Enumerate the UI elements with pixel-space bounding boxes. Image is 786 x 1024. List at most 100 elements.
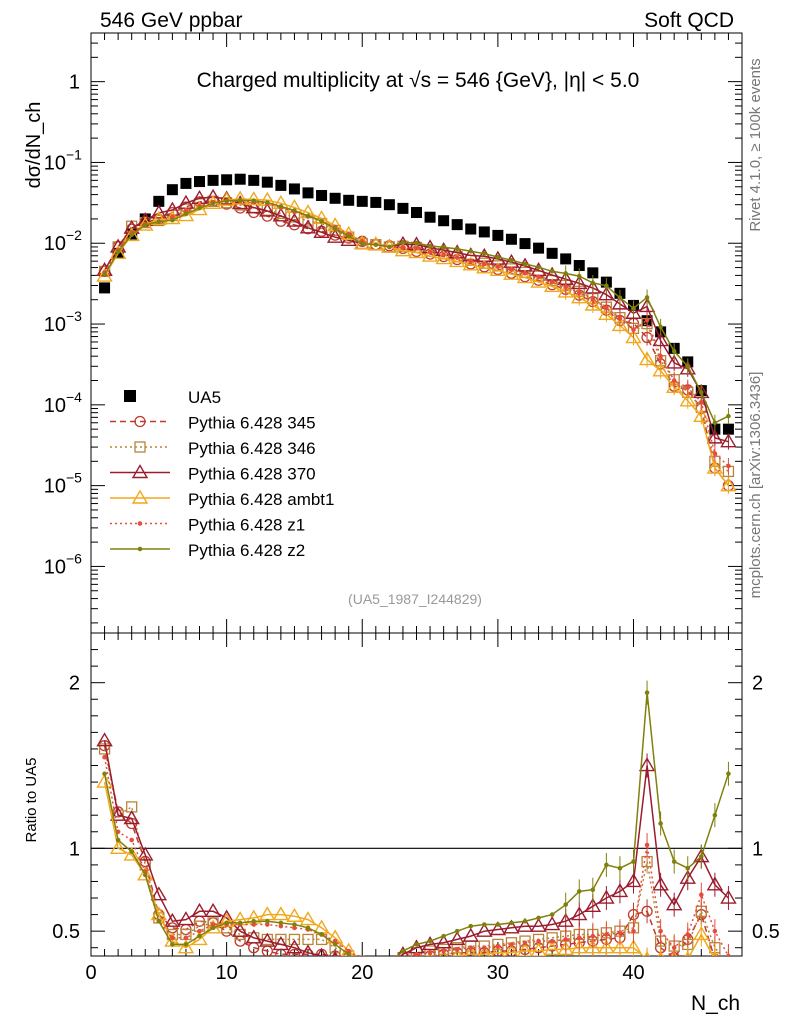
mc-ratio-point xyxy=(402,955,404,956)
mc-point xyxy=(245,199,262,214)
mc-point xyxy=(495,264,501,269)
mc-ratio-point xyxy=(543,940,561,956)
ratio-panel: 0 10 20 30 40 0.5 0.5 1 1 2 2 xyxy=(52,632,780,984)
mc-point xyxy=(224,198,229,204)
mc-ratio-point xyxy=(557,940,574,956)
mc-ratio-point xyxy=(96,732,113,747)
mc-ratio-point xyxy=(191,902,208,917)
y-tick-label-exp: −4 xyxy=(66,389,82,405)
mc-ratio-point xyxy=(183,942,189,947)
mc-ratio-point xyxy=(414,952,419,956)
mc-point xyxy=(400,240,406,245)
mc-point xyxy=(278,204,284,209)
ua5-point xyxy=(316,189,328,201)
mc-point xyxy=(435,250,452,265)
legend-label: Pythia 6.428 370 xyxy=(188,465,316,484)
mc-ratio-point xyxy=(590,933,596,939)
mc-ratio-point xyxy=(571,906,588,921)
y-tick-label: 10 xyxy=(44,556,66,578)
mc-ratio-point xyxy=(288,933,301,946)
mc-ratio-point xyxy=(576,935,582,941)
mc-point xyxy=(414,246,419,251)
mc-point xyxy=(332,226,338,232)
mc-ratio-point xyxy=(641,905,653,917)
y-tick-label: 10 xyxy=(44,314,66,336)
x-tick-label: 20 xyxy=(351,962,373,984)
ua5-point xyxy=(180,177,192,189)
mc-ratio-point xyxy=(451,942,463,954)
mc-point xyxy=(509,267,514,273)
mc-point xyxy=(590,297,596,302)
ratio-y-label: Ratio to UA5 xyxy=(23,757,40,842)
mc-point xyxy=(685,364,691,369)
mc-point xyxy=(693,407,710,423)
mc-ratio-point xyxy=(388,962,392,966)
mc-ratio-point xyxy=(699,854,704,859)
mc-ratio-point xyxy=(286,939,303,954)
mc-point xyxy=(448,253,466,268)
mc-point xyxy=(625,329,642,344)
mc-point xyxy=(536,264,541,270)
mc-ratio-point xyxy=(278,920,284,926)
mc-point xyxy=(598,305,615,320)
mc-ratio-point xyxy=(530,917,547,932)
mc-point xyxy=(631,306,636,311)
mc-line-main xyxy=(103,200,729,467)
mc-ratio-point xyxy=(584,939,602,954)
mc-point xyxy=(549,268,555,274)
mc-ratio-point xyxy=(237,920,243,926)
mc-ratio-point xyxy=(156,918,162,924)
mc-point xyxy=(522,261,528,267)
mc-point xyxy=(671,378,677,383)
mc-ratio-point xyxy=(611,883,629,898)
mc-ratio-point xyxy=(96,773,113,788)
mc-point xyxy=(576,290,582,296)
mc-ratio-point xyxy=(576,889,582,894)
mc-ratio-point xyxy=(286,907,303,922)
mc-ratio-point xyxy=(625,939,642,954)
mc-point xyxy=(414,240,419,246)
mc-ratio-point xyxy=(109,806,127,821)
mc-ratio-point xyxy=(197,933,202,939)
legend-label: Pythia 6.428 z2 xyxy=(188,541,305,560)
mc-point xyxy=(191,201,208,216)
mc-ratio-point xyxy=(476,922,493,937)
legend-marker xyxy=(134,415,146,428)
mc-ratio-point xyxy=(543,916,561,931)
mc-ratio-point xyxy=(584,897,602,913)
mc-ratio-point xyxy=(478,945,491,956)
ua5-point xyxy=(546,247,558,259)
mc-ratio-point xyxy=(288,948,301,956)
mc-point xyxy=(644,295,650,300)
mc-point xyxy=(96,267,113,282)
mc-point xyxy=(468,258,474,264)
y-tick-label-exp: −6 xyxy=(66,550,82,566)
ua5-point xyxy=(438,215,450,227)
legend-marker xyxy=(134,441,146,453)
mc-ratio-point xyxy=(530,942,547,956)
y-tick-label: 10 xyxy=(44,476,66,498)
mc-ratio-point xyxy=(224,920,229,926)
mc-ratio-point xyxy=(625,873,642,888)
mc-point xyxy=(706,429,724,444)
y-axis-label: dσ/dN_ch xyxy=(23,102,45,189)
mc-point xyxy=(652,362,669,377)
mc-ratio-point xyxy=(397,945,409,956)
main-panel: 10 −610 −510 −410 −310 −210 −11 xyxy=(44,32,743,956)
mc-ratio-point xyxy=(452,947,463,956)
ratio-tick-label: 2 xyxy=(69,673,80,695)
mc-series-ratio-5 xyxy=(102,680,731,966)
mc-point xyxy=(109,244,127,260)
mc-ratio-point xyxy=(685,865,691,871)
ref-label: (UA5_1987_I244829) xyxy=(348,591,482,607)
mc-ratio-point xyxy=(384,958,394,968)
legend-label: Pythia 6.428 z1 xyxy=(188,516,305,535)
mc-ratio-point xyxy=(671,945,677,951)
mc-point xyxy=(726,463,731,469)
mc-ratio-point xyxy=(177,911,195,926)
x-tick-label: 10 xyxy=(216,962,238,984)
mc-ratio-point xyxy=(384,959,394,969)
mc-point xyxy=(720,477,737,492)
mc-ratio-point xyxy=(517,942,533,956)
mc-point xyxy=(706,459,724,474)
